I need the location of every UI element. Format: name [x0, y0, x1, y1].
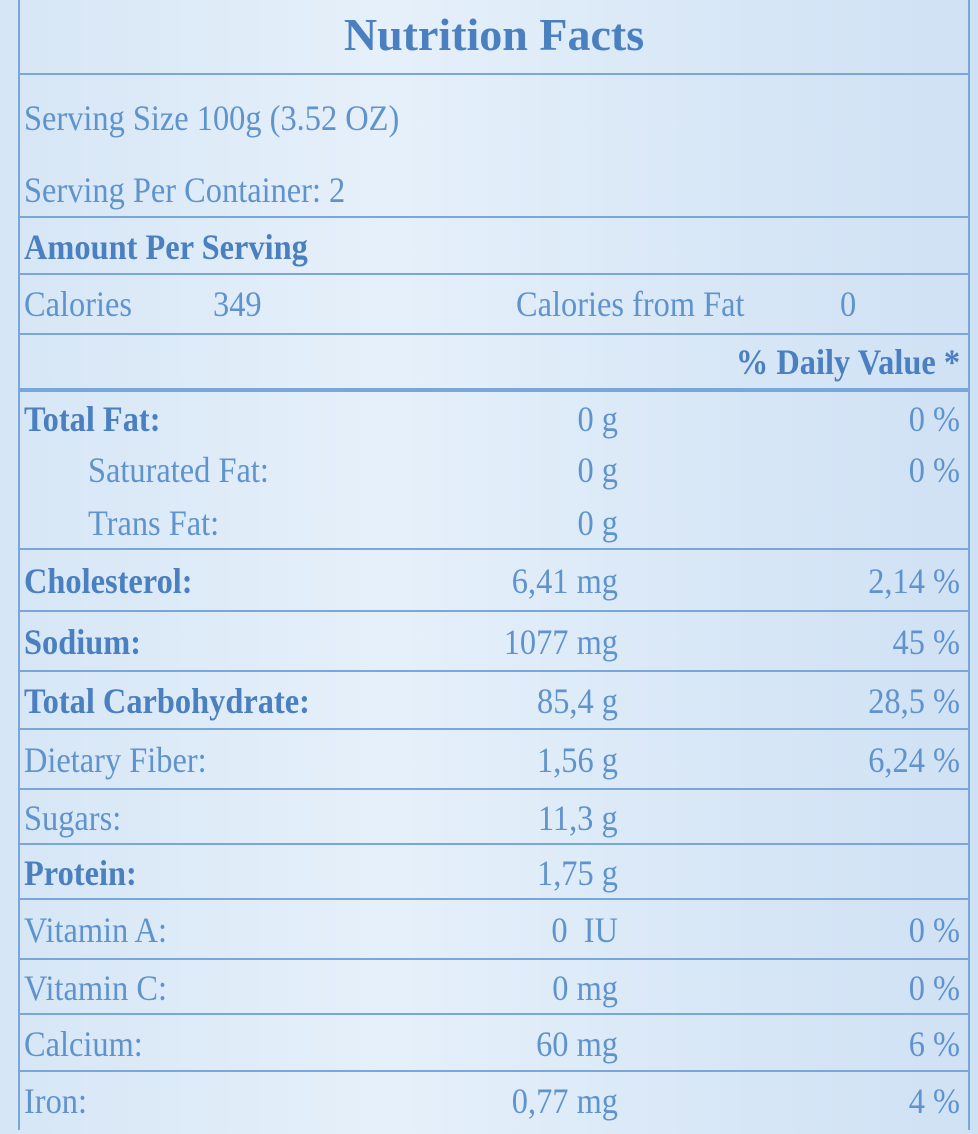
nutrient-row: Sodium: 1077 mg 45 % [18, 612, 970, 672]
nutrient-name: Cholesterol: [24, 561, 193, 601]
nutrient-row: Trans Fat: 0 g [18, 495, 970, 550]
nutrient-daily-value: 0 % [908, 399, 960, 439]
nutrient-name: Sodium: [24, 622, 142, 662]
nutrient-name: Saturated Fat: [88, 450, 269, 490]
calories-label: Calories [24, 284, 132, 324]
nutrient-name: Trans Fat: [88, 503, 220, 543]
serving-row: Serving Per Container: 2 [18, 155, 970, 218]
nutrient-daily-value: 0 % [908, 968, 960, 1008]
serving-size: Serving Size 100g (3.52 OZ) [24, 98, 400, 138]
nutrient-amount: 1077 mg [503, 622, 618, 662]
nutrient-amount: 1,56 g [537, 740, 618, 780]
nutrient-amount: 0,77 mg [511, 1081, 618, 1121]
amount-row: Amount Per Serving [18, 218, 970, 275]
nutrient-daily-value: 0 % [908, 450, 960, 490]
nutrient-name: Vitamin A: [24, 910, 167, 950]
nutrient-daily-value: 28,5 % [868, 681, 960, 721]
serving-row: Serving Size 100g (3.52 OZ) [18, 75, 970, 155]
nutrient-name: Vitamin C: [24, 968, 167, 1008]
nutrient-row: Dietary Fiber: 1,56 g 6,24 % [18, 730, 970, 790]
daily-value-header: % Daily Value * [735, 342, 960, 382]
nutrient-name: Dietary Fiber: [24, 740, 207, 780]
nutrient-row: Cholesterol: 6,41 mg 2,14 % [18, 550, 970, 612]
nutrient-amount: 0 g [577, 399, 619, 439]
nutrient-name: Sugars: [24, 798, 122, 838]
nutrient-amount: 85,4 g [537, 681, 618, 721]
calories-fat-label: Calories from Fat [516, 284, 745, 324]
nutrient-amount: 60 mg [536, 1024, 618, 1064]
nutrient-amount: 6,41 mg [511, 561, 618, 601]
nutrient-daily-value: 2,14 % [868, 561, 960, 601]
nutrient-amount: 11,3 g [538, 798, 618, 838]
nutrient-name: Total Carbohydrate: [24, 681, 310, 721]
title-row: Nutrition Facts [18, 0, 970, 75]
nutrient-row: Calcium: 60 mg 6 % [18, 1015, 970, 1072]
nutrient-amount: 0 IU [551, 910, 618, 950]
nutrient-amount: 1,75 g [537, 853, 618, 893]
nutrient-row: Iron: 0,77 mg 4 % [18, 1072, 970, 1130]
nutrient-daily-value: 4 % [908, 1081, 960, 1121]
nutrient-amount: 0 mg [552, 968, 618, 1008]
dv-header-row: % Daily Value * [18, 335, 970, 392]
nutrient-row: Protein: 1,75 g [18, 845, 970, 900]
nutrient-amount: 0 g [577, 503, 619, 543]
nutrient-name: Total Fat: [24, 399, 161, 439]
nutrient-daily-value: 6,24 % [868, 740, 960, 780]
nutrient-daily-value: 45 % [892, 622, 961, 662]
calories-row: Calories 349 Calories from Fat 0 [18, 275, 970, 335]
nutrient-name: Protein: [24, 853, 137, 893]
frame [18, 0, 970, 1130]
nutrient-daily-value: 6 % [908, 1024, 960, 1064]
calories-value: 349 [213, 284, 262, 324]
nutrient-row: Sugars: 11,3 g [18, 790, 970, 845]
amount-per-serving: Amount Per Serving [24, 227, 308, 267]
nutrient-row: Saturated Fat: 0 g 0 % [18, 445, 970, 495]
nutrient-row: Total Fat: 0 g 0 % [18, 392, 970, 445]
servings-per-container: Serving Per Container: 2 [24, 170, 346, 210]
nutrient-name: Calcium: [24, 1024, 143, 1064]
nutrient-row: Total Carbohydrate: 85,4 g 28,5 % [18, 672, 970, 730]
nutrient-daily-value: 0 % [908, 910, 960, 950]
nutrient-name: Iron: [24, 1081, 87, 1121]
nutrient-row: Vitamin C: 0 mg 0 % [18, 960, 970, 1015]
nutrient-amount: 0 g [577, 450, 619, 490]
nutrient-row: Vitamin A: 0 IU 0 % [18, 900, 970, 960]
title: Nutrition Facts [343, 9, 645, 60]
calories-fat-value: 0 [840, 284, 857, 324]
